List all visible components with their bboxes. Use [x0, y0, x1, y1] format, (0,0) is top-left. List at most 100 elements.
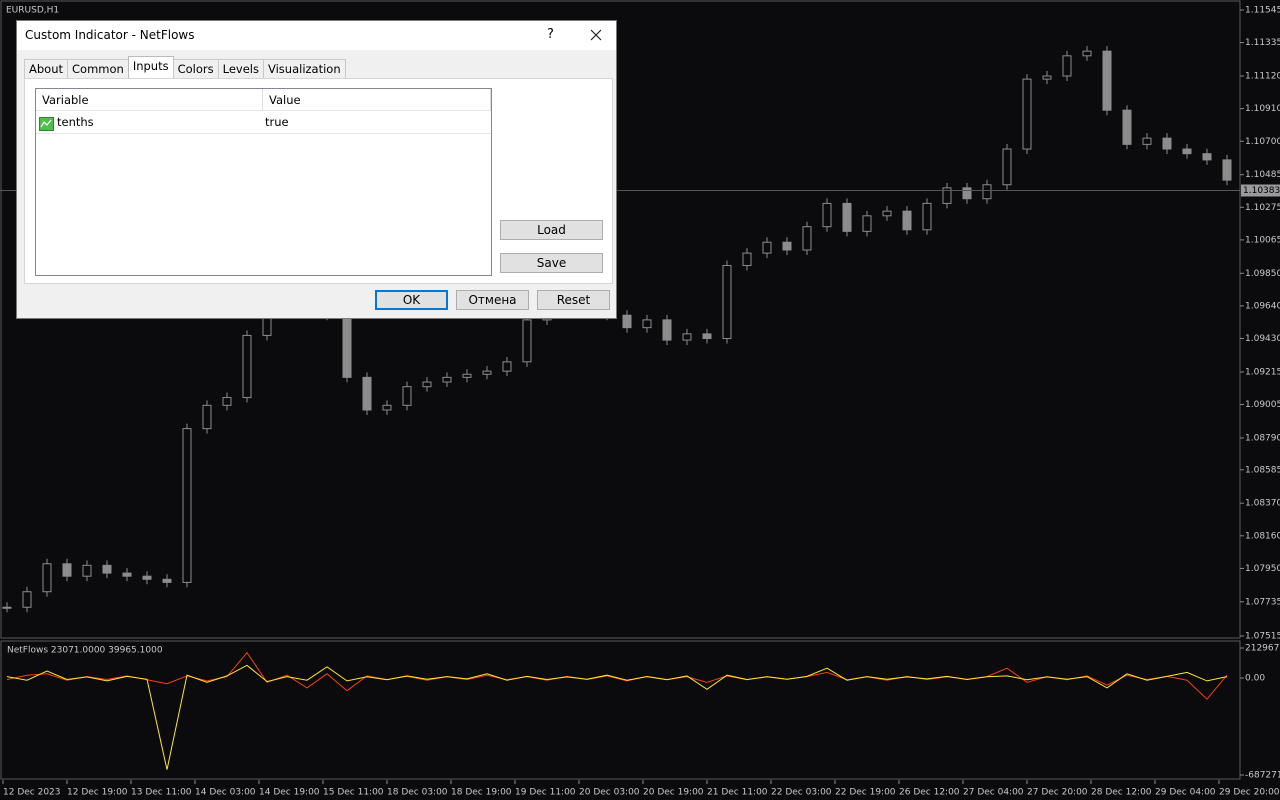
candle-body — [982, 184, 992, 200]
candle-body — [902, 210, 912, 231]
candle-body — [142, 575, 152, 580]
candle-body — [722, 265, 732, 340]
candle-body — [342, 314, 352, 378]
indicator-label: NetFlows 23071.0000 39965.1000 — [7, 646, 163, 656]
candle-body — [62, 563, 72, 577]
time-label: 18 Dec 03:00 — [387, 788, 448, 798]
candle-body — [1042, 75, 1052, 80]
time-label: 12 Dec 19:00 — [67, 788, 128, 798]
candle-body — [742, 252, 752, 267]
current-price-label: 1.10383 — [1243, 186, 1280, 196]
time-label: 27 Dec 20:00 — [1027, 788, 1088, 798]
candle-body — [702, 333, 712, 340]
candle-body — [1182, 148, 1192, 155]
candle-body — [22, 591, 32, 608]
candle-body — [782, 241, 792, 251]
tab[interactable]: Colors — [172, 59, 219, 79]
ok-button[interactable]: OK — [375, 290, 448, 310]
candle-body — [682, 333, 692, 341]
time-label: 20 Dec 19:00 — [643, 788, 704, 798]
dialog: Custom Indicator - NetFlows ? About Commo… — [16, 20, 617, 319]
price-tick-label: 1.09640 — [1245, 301, 1280, 311]
candle-body — [402, 386, 412, 406]
candle-body — [222, 397, 232, 406]
column-header[interactable]: Value — [263, 89, 491, 111]
price-tick-label: 1.10910 — [1245, 104, 1280, 114]
candle-body — [662, 319, 672, 341]
indicator-line — [6, 664, 1228, 770]
close-button[interactable] — [590, 29, 602, 41]
row-separator — [36, 133, 491, 134]
indicator-tick-label: -6872714 — [1245, 771, 1280, 781]
value-cell[interactable]: true — [265, 115, 289, 129]
tab[interactable]: Levels — [217, 59, 264, 79]
time-label: 19 Dec 11:00 — [515, 788, 576, 798]
candle-body — [962, 187, 972, 200]
inputs-table: Variable Value tenths true — [35, 88, 492, 276]
candle-body — [802, 226, 812, 251]
candle-body — [1222, 159, 1232, 181]
candle-body — [882, 210, 892, 217]
candle-body — [122, 572, 132, 577]
candle-body — [442, 376, 452, 383]
candle-body — [942, 187, 952, 204]
load-button[interactable]: Load — [500, 220, 603, 240]
time-label: 12 Dec 2023 — [3, 788, 61, 798]
time-label: 26 Dec 12:00 — [899, 788, 960, 798]
candle-body — [642, 319, 652, 329]
indicator-panel-border — [0, 640, 1241, 780]
time-label: 29 Dec 04:00 — [1155, 788, 1216, 798]
candle-body — [2, 606, 12, 609]
price-tick-label: 1.10485 — [1245, 170, 1280, 180]
tab-strip: About Common Inputs Colors Levels Visualizati… — [24, 56, 346, 79]
current-price-box — [1241, 184, 1280, 197]
main-panel-border — [0, 0, 1241, 639]
price-tick-label: 1.07950 — [1245, 564, 1280, 574]
time-label: 22 Dec 03:00 — [771, 788, 832, 798]
reset-button[interactable]: Reset — [537, 290, 610, 310]
candle-body — [1002, 148, 1012, 186]
input-icon — [39, 117, 54, 131]
variable-cell[interactable]: tenths — [57, 115, 94, 129]
tab[interactable]: Common — [67, 59, 129, 79]
save-button[interactable]: Save — [500, 253, 603, 273]
candle-body — [522, 319, 532, 363]
candle-body — [182, 428, 192, 583]
cancel-button[interactable]: Отмена — [456, 290, 529, 310]
candle-body — [1202, 153, 1212, 161]
candle-body — [42, 563, 52, 593]
candle-body — [502, 361, 512, 372]
time-label: 14 Dec 19:00 — [259, 788, 320, 798]
candle-body — [822, 202, 832, 228]
candle-body — [82, 564, 92, 577]
candle-body — [1142, 137, 1152, 145]
tab[interactable]: About — [24, 59, 69, 79]
candle-body — [242, 334, 252, 399]
price-tick-label: 1.10700 — [1245, 137, 1280, 147]
candle-body — [362, 376, 372, 411]
price-tick-label: 1.09005 — [1245, 400, 1280, 410]
price-tick-label: 1.10275 — [1245, 203, 1280, 213]
time-label: 20 Dec 03:00 — [579, 788, 640, 798]
candle-body — [1122, 109, 1132, 145]
tab[interactable]: Inputs — [127, 56, 174, 79]
price-tick-label: 1.09430 — [1245, 334, 1280, 344]
indicator-tick-label: 2129673 — [1245, 644, 1280, 654]
time-label: 28 Dec 12:00 — [1091, 788, 1152, 798]
indicator-line — [6, 651, 1228, 700]
column-header[interactable]: Variable — [36, 89, 263, 111]
candle-body — [1022, 78, 1032, 150]
candle-body — [102, 564, 112, 574]
candle-body — [482, 370, 492, 375]
price-tick-label: 1.08370 — [1245, 499, 1280, 509]
indicator-tick-label: 0.00 — [1245, 674, 1265, 684]
candle-body — [1062, 55, 1072, 77]
candle-body — [162, 578, 172, 583]
help-button[interactable]: ? — [547, 27, 554, 42]
time-label: 21 Dec 11:00 — [707, 788, 768, 798]
price-tick-label: 1.09850 — [1245, 269, 1280, 279]
tab[interactable]: Visualization — [262, 59, 346, 79]
candle-body — [462, 373, 472, 378]
price-tick-label: 1.09215 — [1245, 367, 1280, 377]
